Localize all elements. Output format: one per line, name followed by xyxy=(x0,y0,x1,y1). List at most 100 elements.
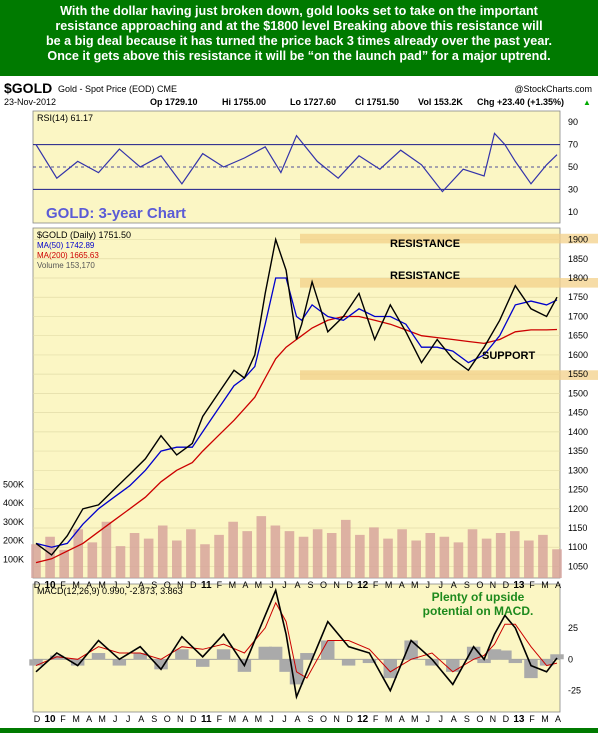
volume-bar xyxy=(411,540,421,578)
rsi-tick-label: 10 xyxy=(568,207,578,217)
macd-histogram-bar xyxy=(362,659,377,664)
quote-low: Lo 1727.60 xyxy=(290,97,336,107)
quote-date: 23-Nov-2012 xyxy=(4,97,56,107)
macd-xaxis-label: A xyxy=(399,714,405,724)
price-tick-label: 1500 xyxy=(568,388,588,398)
volume-bar xyxy=(439,536,450,578)
price-xaxis-label: J xyxy=(269,580,274,590)
price-xaxis-label: F xyxy=(217,580,223,590)
volume-bar xyxy=(453,542,464,578)
volume-bar xyxy=(270,525,281,578)
volume-bar xyxy=(425,533,436,578)
price-tick-label: 1050 xyxy=(568,561,588,571)
macd-xaxis-label: J xyxy=(126,714,131,724)
macd-histogram-bar xyxy=(404,640,418,660)
macd-xaxis-label: J xyxy=(269,714,274,724)
macd-tick-label: 25 xyxy=(568,623,578,633)
macd-xaxis-label: D xyxy=(346,714,353,724)
price-tick-label: 1450 xyxy=(568,408,588,418)
watermark: @StockCharts.com xyxy=(514,84,592,94)
macd-xaxis-label: 11 xyxy=(201,714,212,725)
volume-bar xyxy=(355,534,365,578)
price-tick-label: 1400 xyxy=(568,427,588,437)
volume-bar xyxy=(73,529,84,578)
price-xaxis-label: 11 xyxy=(201,580,212,591)
macd-xaxis-label: D xyxy=(190,714,197,724)
macd-xaxis-label: A xyxy=(242,714,248,724)
price-xaxis-label: A xyxy=(451,580,457,590)
rsi-tick-label: 70 xyxy=(568,140,578,150)
macd-xaxis-label: N xyxy=(490,714,497,724)
macd-xaxis-label: F xyxy=(60,714,66,724)
support-label: SUPPORT xyxy=(482,350,535,362)
price-xaxis-label: M xyxy=(229,580,237,590)
macd-layer: -25 0 25 xyxy=(29,587,581,700)
macd-xaxis-label: F xyxy=(373,714,379,724)
price-xaxis-label: M xyxy=(411,580,419,590)
macd-xaxis-label: 10 xyxy=(44,714,56,725)
macd-tick-label: 0 xyxy=(568,654,573,664)
macd-xaxis-label: M xyxy=(98,714,106,724)
macd-histogram-bar xyxy=(50,655,64,660)
volume-bar xyxy=(524,540,534,578)
volume-legend: Volume 153,170 xyxy=(37,261,95,270)
macd-xaxis-label: F xyxy=(217,714,223,724)
macd-xaxis-label: 12 xyxy=(357,714,369,725)
rsi-tick-label: 30 xyxy=(568,184,578,194)
macd-histogram-bar xyxy=(154,659,168,670)
volume-bar xyxy=(397,529,407,578)
price-xaxis-label: J xyxy=(282,580,287,590)
chart-title-annotation: GOLD: 3-year Chart xyxy=(46,205,186,222)
volume-bar xyxy=(143,538,154,578)
price-xaxis-label: A xyxy=(86,580,92,590)
volume-bar xyxy=(481,538,492,578)
price-xaxis-label: M xyxy=(255,580,263,590)
macd-tick-label: -25 xyxy=(568,686,581,696)
macd-xaxis-label: A xyxy=(138,714,144,724)
price-tick-label: 1350 xyxy=(568,446,588,456)
price-tick-label: 1800 xyxy=(568,273,588,283)
volume-bar xyxy=(467,529,478,578)
macd-xaxis-label: N xyxy=(333,714,340,724)
price-xaxis-label: A xyxy=(399,580,405,590)
price-tick-label: 1550 xyxy=(568,369,588,379)
macd-histogram-bar xyxy=(175,649,189,660)
quote-volume: Vol 153.2K xyxy=(418,97,463,107)
price-tick-label: 1750 xyxy=(568,292,588,302)
level-band xyxy=(300,278,598,288)
macd-histogram-bar xyxy=(91,653,106,660)
macd-histogram-bar xyxy=(498,650,512,660)
price-xaxis-label: 13 xyxy=(513,580,525,591)
macd-legend: MACD(12,26,9) 0.990, -2.873, 3.863 xyxy=(37,586,183,596)
macd-xaxis-label: M xyxy=(541,714,549,724)
price-tick-label: 1200 xyxy=(568,504,588,514)
volume-bar xyxy=(495,533,506,578)
price-xaxis-label: A xyxy=(555,580,561,590)
resistance-mid-label: RESISTANCE xyxy=(390,270,460,282)
price-xaxis-label: D xyxy=(346,580,353,590)
volume-bar xyxy=(312,529,323,578)
macd-xaxis-label: A xyxy=(451,714,457,724)
macd-histogram-bar xyxy=(487,649,502,660)
ma50-line xyxy=(35,277,558,548)
volume-bar xyxy=(186,529,196,578)
price-xaxis-label: A xyxy=(294,580,300,590)
ma200-line xyxy=(35,315,558,564)
price-tick-label: 1850 xyxy=(568,254,588,264)
macd-xaxis-label: A xyxy=(294,714,300,724)
price-tick-label: 1150 xyxy=(568,523,587,533)
price-xaxis-label: S xyxy=(151,580,157,590)
macd-xaxis-label: A xyxy=(555,714,561,724)
price-xaxis-label: D xyxy=(34,580,41,590)
price-xaxis-label: D xyxy=(190,580,197,590)
volume-bar xyxy=(59,549,69,578)
price-xaxis-label: S xyxy=(464,580,470,590)
caption-line: With the dollar having just broken down,… xyxy=(60,4,538,18)
price-xaxis-label: J xyxy=(113,580,118,590)
macd-histogram-bar xyxy=(279,659,293,672)
volume-tick-label: 500K xyxy=(3,479,24,489)
price-xaxis-label: J xyxy=(426,580,431,590)
volume-bar xyxy=(115,546,126,578)
volume-bar xyxy=(552,549,562,578)
macd-histogram-bar xyxy=(550,654,564,660)
